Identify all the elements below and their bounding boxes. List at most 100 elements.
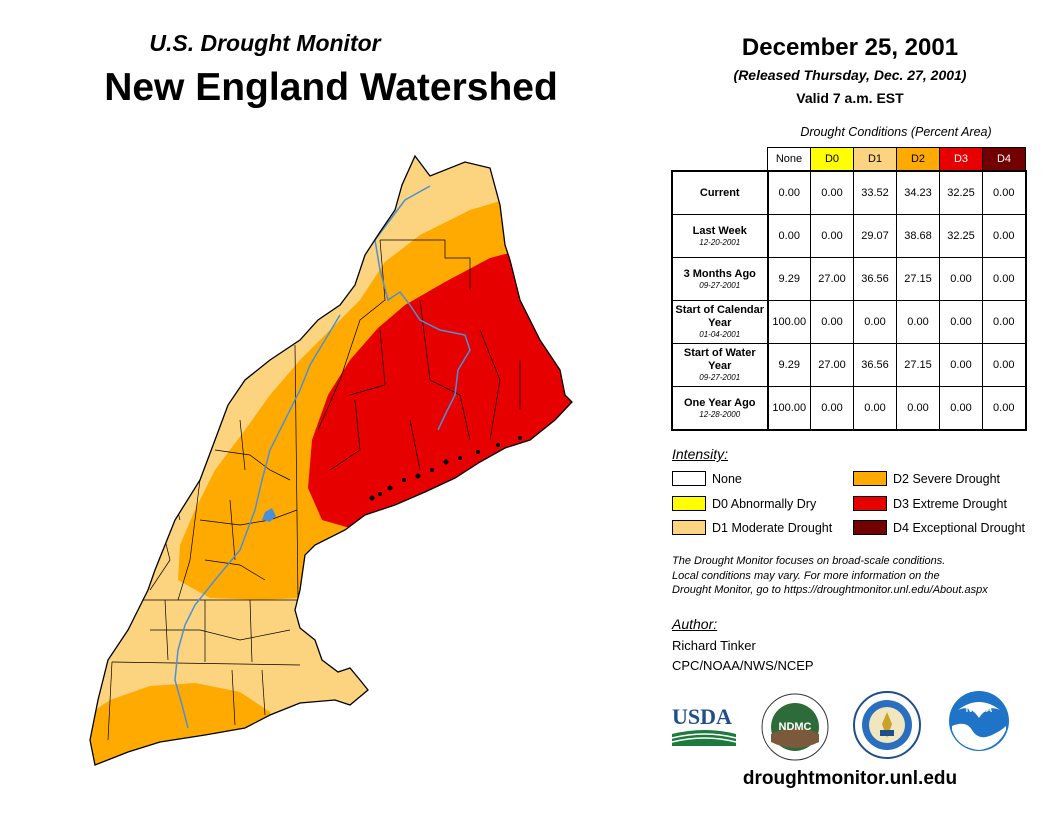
table-header-row: None D0 D1 D2 D3 D4 — [672, 147, 1026, 172]
table-cell: 33.52 — [853, 170, 897, 215]
table-cell: 0.00 — [896, 300, 940, 344]
ndmc-logo: NDMC — [761, 693, 829, 761]
legend-swatch — [672, 520, 706, 535]
row-label-text: Current — [699, 186, 740, 199]
disclaimer-note: The Drought Monitor focuses on broad-sca… — [672, 554, 1042, 598]
row-label-date: 12-28-2000 — [699, 409, 741, 419]
usda-logo: USDA — [671, 704, 737, 746]
table-cell: 32.25 — [939, 214, 983, 258]
row-label-text: Start of Water Year — [683, 347, 756, 372]
col-header-d3: D3 — [939, 147, 983, 172]
ndmc-logo-text: NDMC — [779, 721, 812, 733]
table-cell: 0.00 — [939, 257, 983, 301]
row-label-date: 12-20-2001 — [699, 237, 741, 247]
note-line: Local conditions may vary. For more info… — [672, 569, 940, 582]
table-row: Start of Calendar Year 01-04-2001 100.00 0.… — [671, 300, 1027, 344]
legend-swatch — [853, 496, 887, 511]
row-label-text: Last Week — [692, 224, 747, 237]
author-heading: Author: — [672, 616, 718, 632]
legend-label: D0 Abnormally Dry — [712, 496, 817, 511]
table-cell: 27.00 — [810, 343, 854, 387]
table-cell: 0.00 — [982, 300, 1027, 344]
table-cell: 9.29 — [767, 257, 811, 301]
table-cell: 0.00 — [982, 257, 1027, 301]
table-cell: 0.00 — [896, 386, 940, 431]
row-label-date: 01-04-2001 — [699, 330, 741, 339]
table-cell: 0.00 — [853, 386, 897, 431]
legend-label: D3 Extreme Drought — [893, 496, 1007, 511]
legend-heading: Intensity: — [672, 446, 729, 462]
commerce-seal-logo — [853, 691, 921, 759]
legend-item-d2: D2 Severe Drought — [853, 471, 1000, 486]
map-title: New England Watershed — [104, 66, 558, 109]
drought-conditions-table: None D0 D1 D2 D3 D4 Current 0.00 0.00 33.52… — [671, 147, 1027, 431]
table-cell: 0.00 — [767, 170, 811, 215]
table-cell: 0.00 — [853, 300, 897, 344]
note-line: Drought Monitor, go to https://droughtmo… — [672, 584, 988, 596]
row-label: 3 Months Ago 09-27-2001 — [671, 257, 769, 301]
map-subtitle: U.S. Drought Monitor — [149, 30, 381, 56]
table-cell: 0.00 — [810, 300, 854, 344]
table-cell: 0.00 — [810, 386, 854, 431]
row-label: Last Week 12-20-2001 — [671, 214, 769, 258]
table-row: Current 0.00 0.00 33.52 34.23 32.25 0.00 — [671, 170, 1027, 215]
table-corner — [672, 148, 768, 172]
coastal-islands — [369, 436, 522, 501]
legend-swatch — [853, 520, 887, 535]
legend-label: D4 Exceptional Drought — [893, 520, 1026, 535]
col-header-d2: D2 — [896, 147, 940, 172]
legend-item-none: None — [672, 471, 742, 486]
noaa-logo: NOAA — [949, 691, 1009, 751]
row-label: Start of Water Year 09-27-2001 — [671, 343, 769, 387]
legend-item-d4: D4 Exceptional Drought — [853, 520, 1025, 535]
col-header-d4: D4 — [982, 147, 1026, 172]
table-cell: 38.68 — [896, 214, 940, 258]
row-label: Start of Calendar Year 01-04-2001 — [671, 300, 769, 344]
table-cell: 0.00 — [939, 386, 983, 431]
valid-date: December 25, 2001 — [741, 34, 959, 61]
table-cell: 0.00 — [939, 343, 983, 387]
table-cell: 0.00 — [982, 386, 1027, 431]
row-label-text: One Year Ago — [683, 396, 756, 409]
usda-logo-text: USDA — [672, 704, 732, 729]
author-org: CPC/NOAA/NWS/NCEP — [672, 658, 814, 673]
release-date: (Released Thursday, Dec. 27, 2001) — [733, 67, 967, 83]
table-cell: 0.00 — [982, 170, 1027, 215]
connecticut-river — [374, 185, 471, 431]
lake-winnipesaukee — [262, 508, 276, 522]
legend-label: D2 Severe Drought — [893, 471, 1001, 486]
table-cell: 0.00 — [982, 214, 1027, 258]
note-line: The Drought Monitor focuses on broad-sca… — [672, 555, 946, 567]
legend-item-d0: D0 Abnormally Dry — [672, 496, 816, 511]
table-cell: 34.23 — [896, 170, 940, 215]
table-row: 3 Months Ago 09-27-2001 9.29 27.00 36.56 27.1… — [671, 257, 1027, 301]
row-label-date: 09-27-2001 — [699, 373, 741, 382]
row-label-date: 09-27-2001 — [699, 280, 741, 290]
legend-swatch — [853, 471, 887, 486]
legend-label: None — [712, 471, 742, 486]
new-england-drought-map — [89, 154, 573, 766]
table-cell: 0.00 — [982, 343, 1027, 387]
col-header-none: None — [767, 147, 811, 172]
author-name: Richard Tinker — [672, 638, 756, 653]
table-cell: 0.00 — [810, 214, 854, 258]
row-label: Current — [671, 170, 769, 215]
col-header-d1: D1 — [853, 147, 897, 172]
table-cell: 100.00 — [767, 386, 811, 431]
row-label: One Year Ago 12-28-2000 — [671, 386, 769, 431]
table-cell: 27.15 — [896, 343, 940, 387]
table-cell: 0.00 — [810, 170, 854, 215]
row-label-text: 3 Months Ago — [683, 267, 756, 280]
website-link[interactable]: droughtmonitor.unl.edu — [742, 768, 958, 789]
table-caption: Drought Conditions (Percent Area) — [800, 125, 992, 139]
valid-time: Valid 7 a.m. EST — [796, 90, 904, 106]
table-cell: 29.07 — [853, 214, 897, 258]
table-row: One Year Ago 12-28-2000 100.00 0.00 0.00 0.00… — [671, 386, 1027, 431]
table-cell: 0.00 — [767, 214, 811, 258]
table-cell: 36.56 — [853, 343, 897, 387]
table-cell: 27.00 — [810, 257, 854, 301]
table-cell: 9.29 — [767, 343, 811, 387]
table-row: Start of Water Year 09-27-2001 9.29 27.00 36… — [671, 343, 1027, 387]
table-cell: 36.56 — [853, 257, 897, 301]
legend-label: D1 Moderate Drought — [712, 520, 833, 535]
